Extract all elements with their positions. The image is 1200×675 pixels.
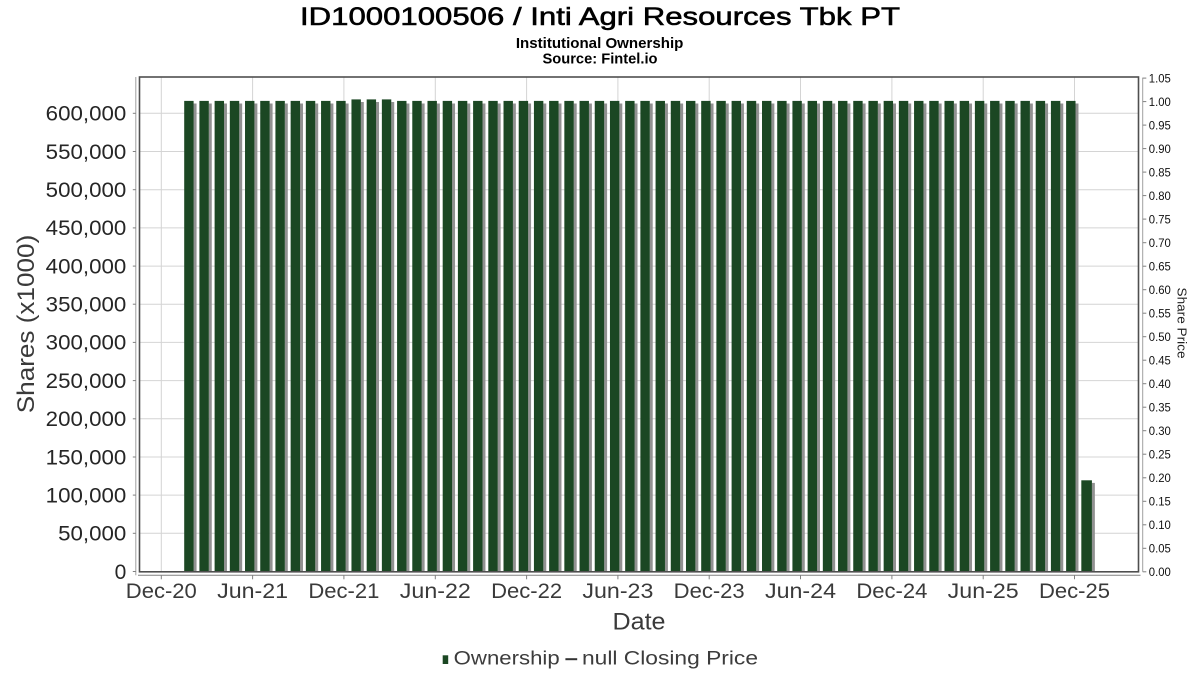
svg-text:ID1000100506 / Inti Agri Resou: ID1000100506 / Inti Agri Resources Tbk P… <box>300 3 900 31</box>
svg-text:Jun-24: Jun-24 <box>765 580 836 603</box>
svg-text:Date: Date <box>613 609 666 636</box>
svg-text:50,000: 50,000 <box>58 523 126 546</box>
svg-text:0.55: 0.55 <box>1149 307 1171 321</box>
svg-text:0.85: 0.85 <box>1149 165 1171 179</box>
svg-text:Share Price: Share Price <box>1175 288 1190 359</box>
svg-text:0.30: 0.30 <box>1149 424 1171 438</box>
svg-text:0.65: 0.65 <box>1149 260 1171 274</box>
svg-text:Dec-21: Dec-21 <box>308 580 379 603</box>
svg-text:Jun-22: Jun-22 <box>400 580 471 603</box>
svg-text:0.10: 0.10 <box>1149 518 1171 532</box>
svg-text:250,000: 250,000 <box>46 370 127 393</box>
svg-text:150,000: 150,000 <box>46 446 127 469</box>
svg-text:0.25: 0.25 <box>1149 448 1171 462</box>
svg-text:0: 0 <box>115 561 127 584</box>
svg-text:400,000: 400,000 <box>46 255 127 278</box>
svg-text:Shares (x1000): Shares (x1000) <box>13 235 40 414</box>
svg-text:Institutional Ownership: Institutional Ownership <box>516 35 684 52</box>
svg-text:Dec-20: Dec-20 <box>126 580 197 603</box>
svg-text:Jun-21: Jun-21 <box>217 580 288 603</box>
svg-text:1.05: 1.05 <box>1149 71 1171 85</box>
svg-text:Jun-23: Jun-23 <box>582 580 653 603</box>
svg-text:0.80: 0.80 <box>1149 189 1171 203</box>
svg-text:0.75: 0.75 <box>1149 212 1171 226</box>
svg-text:0.60: 0.60 <box>1149 283 1171 297</box>
svg-text:Dec-22: Dec-22 <box>491 580 562 603</box>
svg-text:0.45: 0.45 <box>1149 354 1171 368</box>
svg-text:0.95: 0.95 <box>1149 118 1171 132</box>
svg-text:1.00: 1.00 <box>1149 95 1171 109</box>
svg-text:Jun-25: Jun-25 <box>948 580 1019 603</box>
svg-text:200,000: 200,000 <box>46 408 127 431</box>
svg-text:Ownership: Ownership <box>454 649 560 670</box>
svg-text:100,000: 100,000 <box>46 484 127 507</box>
svg-text:Dec-24: Dec-24 <box>856 580 927 603</box>
svg-text:Source: Fintel.io: Source: Fintel.io <box>543 51 658 68</box>
svg-text:null Closing Price: null Closing Price <box>582 649 758 670</box>
svg-text:600,000: 600,000 <box>46 103 127 126</box>
svg-text:300,000: 300,000 <box>46 332 127 355</box>
svg-text:Dec-23: Dec-23 <box>674 580 745 603</box>
svg-text:Dec-25: Dec-25 <box>1039 580 1110 603</box>
svg-text:0.20: 0.20 <box>1149 471 1171 485</box>
svg-text:0.15: 0.15 <box>1149 495 1171 509</box>
svg-text:0.35: 0.35 <box>1149 401 1171 415</box>
svg-text:0.90: 0.90 <box>1149 142 1171 156</box>
svg-text:0.00: 0.00 <box>1149 565 1171 579</box>
svg-text:0.40: 0.40 <box>1149 377 1171 391</box>
svg-text:0.05: 0.05 <box>1149 542 1171 556</box>
svg-text:450,000: 450,000 <box>46 217 127 240</box>
svg-text:350,000: 350,000 <box>46 294 127 317</box>
svg-text:0.50: 0.50 <box>1149 330 1171 344</box>
svg-text:500,000: 500,000 <box>46 179 127 202</box>
svg-text:550,000: 550,000 <box>46 141 127 164</box>
svg-text:0.70: 0.70 <box>1149 236 1171 250</box>
